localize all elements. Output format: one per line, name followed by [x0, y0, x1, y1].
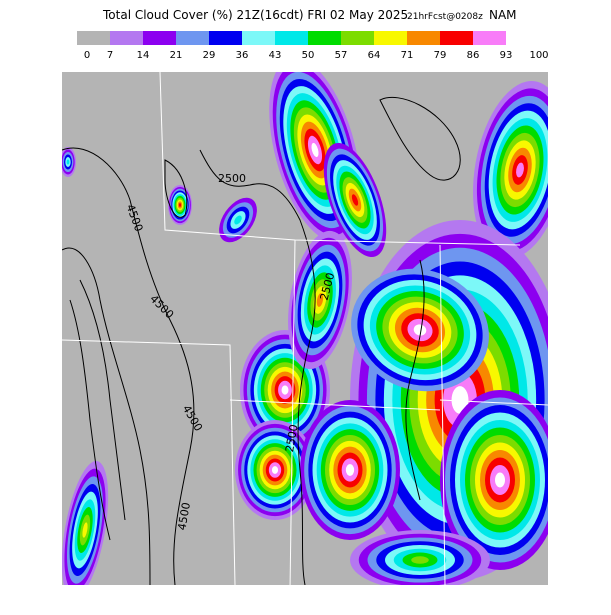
map [62, 72, 548, 585]
cloud-field [413, 324, 427, 336]
legend-label: 79 [434, 50, 447, 61]
terrain-contours [62, 96, 461, 585]
legend-label: 93 [500, 50, 513, 61]
legend-label: 14 [137, 50, 150, 61]
cloud-field [234, 215, 242, 225]
legend-swatch [143, 31, 176, 45]
legend-swatch [374, 31, 407, 45]
contour-label: 2500 [218, 172, 246, 185]
contour-label: 2500 [283, 423, 301, 453]
state-borders [62, 72, 548, 585]
cloud-field [351, 194, 359, 206]
legend-label: 57 [335, 50, 348, 61]
legend-label: 36 [236, 50, 249, 61]
cloud-field [311, 142, 319, 158]
legend-label: 43 [269, 50, 282, 61]
legend-label: 71 [401, 50, 414, 61]
cloud-field [66, 159, 70, 165]
cloud-field [271, 466, 279, 474]
legend-swatch [506, 31, 539, 45]
legend-label: 0 [84, 50, 90, 61]
legend-label: 100 [529, 50, 548, 61]
model-label: NAM [489, 8, 517, 22]
legend-swatch [110, 31, 143, 45]
legend-swatch [77, 31, 110, 45]
title: Total Cloud Cover (%) 21Z(16cdt) FRI 02 … [102, 8, 408, 22]
legend-swatch [407, 31, 440, 45]
cloud-field [316, 293, 324, 307]
cloud-field [345, 464, 355, 476]
legend-label: 50 [302, 50, 315, 61]
cloud-field [451, 386, 469, 414]
cloud-field [495, 472, 505, 488]
legend-label: 64 [368, 50, 381, 61]
cloud-field [82, 522, 88, 538]
legend-swatch [440, 31, 473, 45]
legend-label: 7 [107, 50, 113, 61]
legend-swatch [242, 31, 275, 45]
cloud-field [281, 385, 289, 395]
color-legend: 0 7 14 21 29 36 43 50 57 64 71 79 86 93 100 [77, 31, 549, 61]
legend-swatch [209, 31, 242, 45]
legend-swatch [176, 31, 209, 45]
contour-label: 4500 [175, 501, 193, 531]
legend-swatch [308, 31, 341, 45]
legend-swatch [473, 31, 506, 45]
legend-label: 21 [170, 50, 183, 61]
legend-label: 86 [467, 50, 480, 61]
legend-label: 29 [203, 50, 216, 61]
cloud-field [178, 203, 182, 207]
cloud-field [411, 556, 429, 564]
forecast-label: 21hrFcst@0208z [407, 12, 483, 22]
legend-swatch [341, 31, 374, 45]
cloud-field [516, 162, 524, 178]
legend-swatch [275, 31, 308, 45]
